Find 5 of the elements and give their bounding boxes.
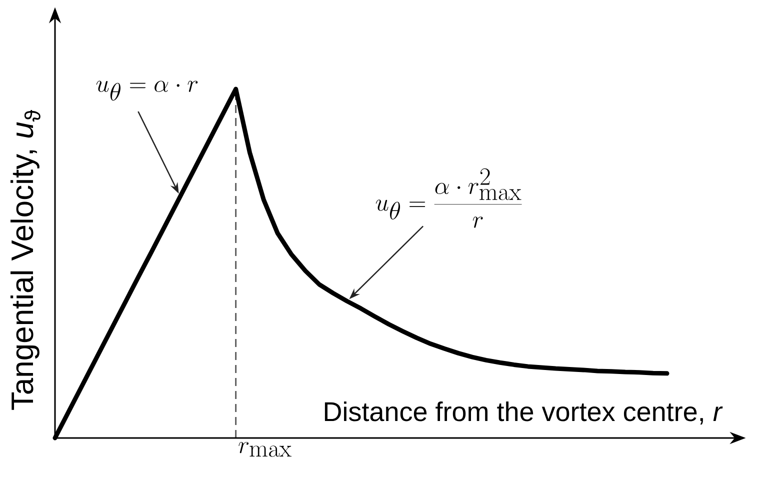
annotation: $u_\theta = \alpha \cdot r$ — [96, 80, 198, 101]
y-axis-title: Tangential Velocity, u$_{ϑ}$ — [10, 110, 40, 410]
annotation: $u_\theta = \frac{\alpha \cdot r_\mathrm{max}^2}{r}$ — [376, 168, 522, 228]
text: $r_\mathrm{max}$ — [238, 442, 292, 457]
x-axis-title: Distance from the vortex centre, r — [324, 401, 723, 424]
